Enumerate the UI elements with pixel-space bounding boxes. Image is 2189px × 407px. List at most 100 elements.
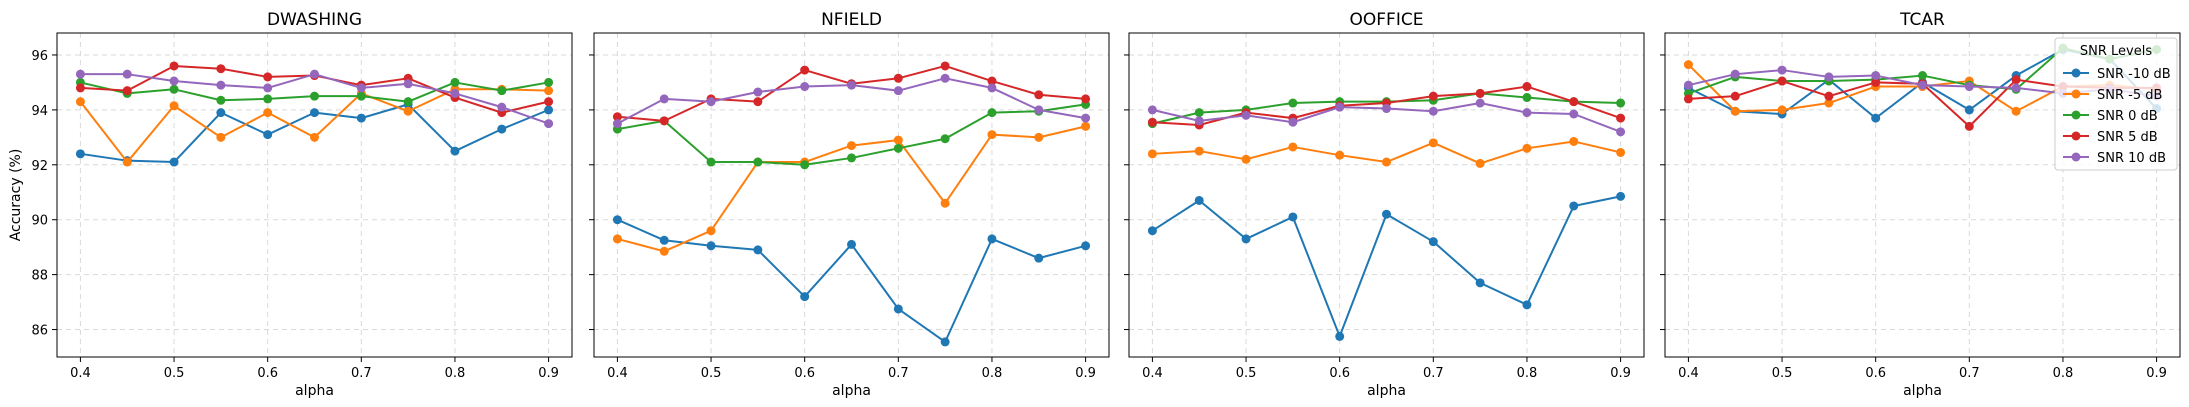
data-point xyxy=(310,132,319,142)
legend-swatch-marker xyxy=(2071,152,2081,162)
data-point xyxy=(2011,75,2021,85)
data-point xyxy=(1475,278,1485,288)
data-point xyxy=(403,106,413,116)
data-point xyxy=(263,108,273,118)
data-point xyxy=(263,130,273,140)
data-point xyxy=(544,97,554,107)
data-point xyxy=(1147,226,1157,236)
data-point xyxy=(544,105,554,115)
data-point xyxy=(893,304,903,314)
data-point xyxy=(1616,113,1626,123)
data-point xyxy=(1034,90,1044,100)
data-point xyxy=(216,64,226,74)
data-point xyxy=(1522,300,1532,310)
data-point xyxy=(1569,136,1579,146)
x-tick-label: 0.6 xyxy=(257,366,278,381)
x-tick-label: 0.5 xyxy=(164,366,185,381)
data-point xyxy=(1428,138,1438,148)
data-point xyxy=(940,134,950,144)
data-point xyxy=(1081,121,1091,131)
data-point xyxy=(1147,117,1157,127)
x-tick-label: 0.8 xyxy=(1517,366,1538,381)
y-tick-label: 88 xyxy=(31,269,48,284)
data-point xyxy=(122,86,132,96)
data-point xyxy=(1616,147,1626,157)
data-point xyxy=(1034,105,1044,115)
data-point xyxy=(544,86,554,96)
data-point xyxy=(356,91,366,101)
data-point xyxy=(1475,88,1485,98)
plot-frame xyxy=(1664,32,2181,358)
x-axis-label: alpha xyxy=(295,383,334,399)
data-point xyxy=(1777,65,1787,75)
data-point xyxy=(987,108,997,118)
data-point xyxy=(263,72,273,82)
chart-title: OOFFICE xyxy=(1350,10,1424,30)
data-point xyxy=(1824,98,1834,108)
data-point xyxy=(1335,102,1345,112)
data-point xyxy=(169,101,179,111)
x-tick-label: 0.7 xyxy=(1959,366,1980,381)
data-point xyxy=(800,82,810,92)
legend-entry-snr-10-db: SNR 10 dB xyxy=(2063,151,2166,166)
legend-swatch-marker xyxy=(2071,68,2081,78)
data-point xyxy=(940,73,950,83)
data-point xyxy=(753,245,763,255)
data-point xyxy=(1569,97,1579,107)
data-point xyxy=(169,76,179,86)
x-tick-label: 0.6 xyxy=(1329,366,1350,381)
data-point xyxy=(1194,116,1204,126)
data-point xyxy=(612,234,622,244)
data-point xyxy=(1730,106,1740,116)
data-point xyxy=(940,337,950,347)
data-point xyxy=(612,119,622,129)
data-point xyxy=(847,153,856,163)
series-snr-0-db xyxy=(612,99,1091,170)
data-point xyxy=(1616,191,1626,201)
data-point xyxy=(1241,234,1251,244)
data-point xyxy=(1335,331,1345,341)
chart-title: DWASHING xyxy=(267,10,362,30)
data-point xyxy=(1194,146,1204,156)
data-point xyxy=(75,149,85,159)
data-point xyxy=(1081,113,1091,123)
x-tick-label: 0.8 xyxy=(2053,366,2074,381)
data-point xyxy=(1034,253,1044,263)
data-point xyxy=(2011,106,2021,116)
data-point xyxy=(310,69,319,79)
x-axis-label: alpha xyxy=(1367,383,1406,399)
data-point xyxy=(310,91,319,101)
data-point xyxy=(940,61,950,71)
series-snr-5-db xyxy=(1147,136,1626,168)
data-point xyxy=(403,79,413,89)
data-point xyxy=(1288,142,1298,152)
x-tick-label: 0.6 xyxy=(1865,366,1886,381)
y-tick-label: 92 xyxy=(31,159,48,174)
data-point xyxy=(1475,98,1485,108)
data-point xyxy=(940,198,950,208)
data-point xyxy=(706,226,716,236)
x-tick-label: 0.8 xyxy=(982,366,1003,381)
data-point xyxy=(1569,201,1579,211)
data-point xyxy=(1730,91,1740,101)
data-point xyxy=(169,157,179,167)
data-point xyxy=(2011,83,2021,93)
chart-title: TCAR xyxy=(1899,10,1945,30)
legend: SNR Levels SNR -10 dB SNR -5 dB SNR 0 dB SNR… xyxy=(2054,37,2178,171)
data-point xyxy=(1288,212,1298,222)
data-point xyxy=(1147,149,1157,159)
data-point xyxy=(753,87,763,97)
data-point xyxy=(800,160,810,170)
data-point xyxy=(987,76,997,86)
data-point xyxy=(497,86,507,96)
chart-panel-nfield: 0.4 0.5 0.6 0.7 0.8 0.9 NFIELD alpha xyxy=(589,10,1110,399)
series-snr-10-db xyxy=(1147,191,1626,341)
data-point xyxy=(1824,91,1834,101)
data-point xyxy=(1194,195,1204,205)
data-point xyxy=(544,119,554,129)
data-point xyxy=(1522,93,1532,103)
data-point xyxy=(450,77,460,87)
data-point xyxy=(1382,157,1391,167)
